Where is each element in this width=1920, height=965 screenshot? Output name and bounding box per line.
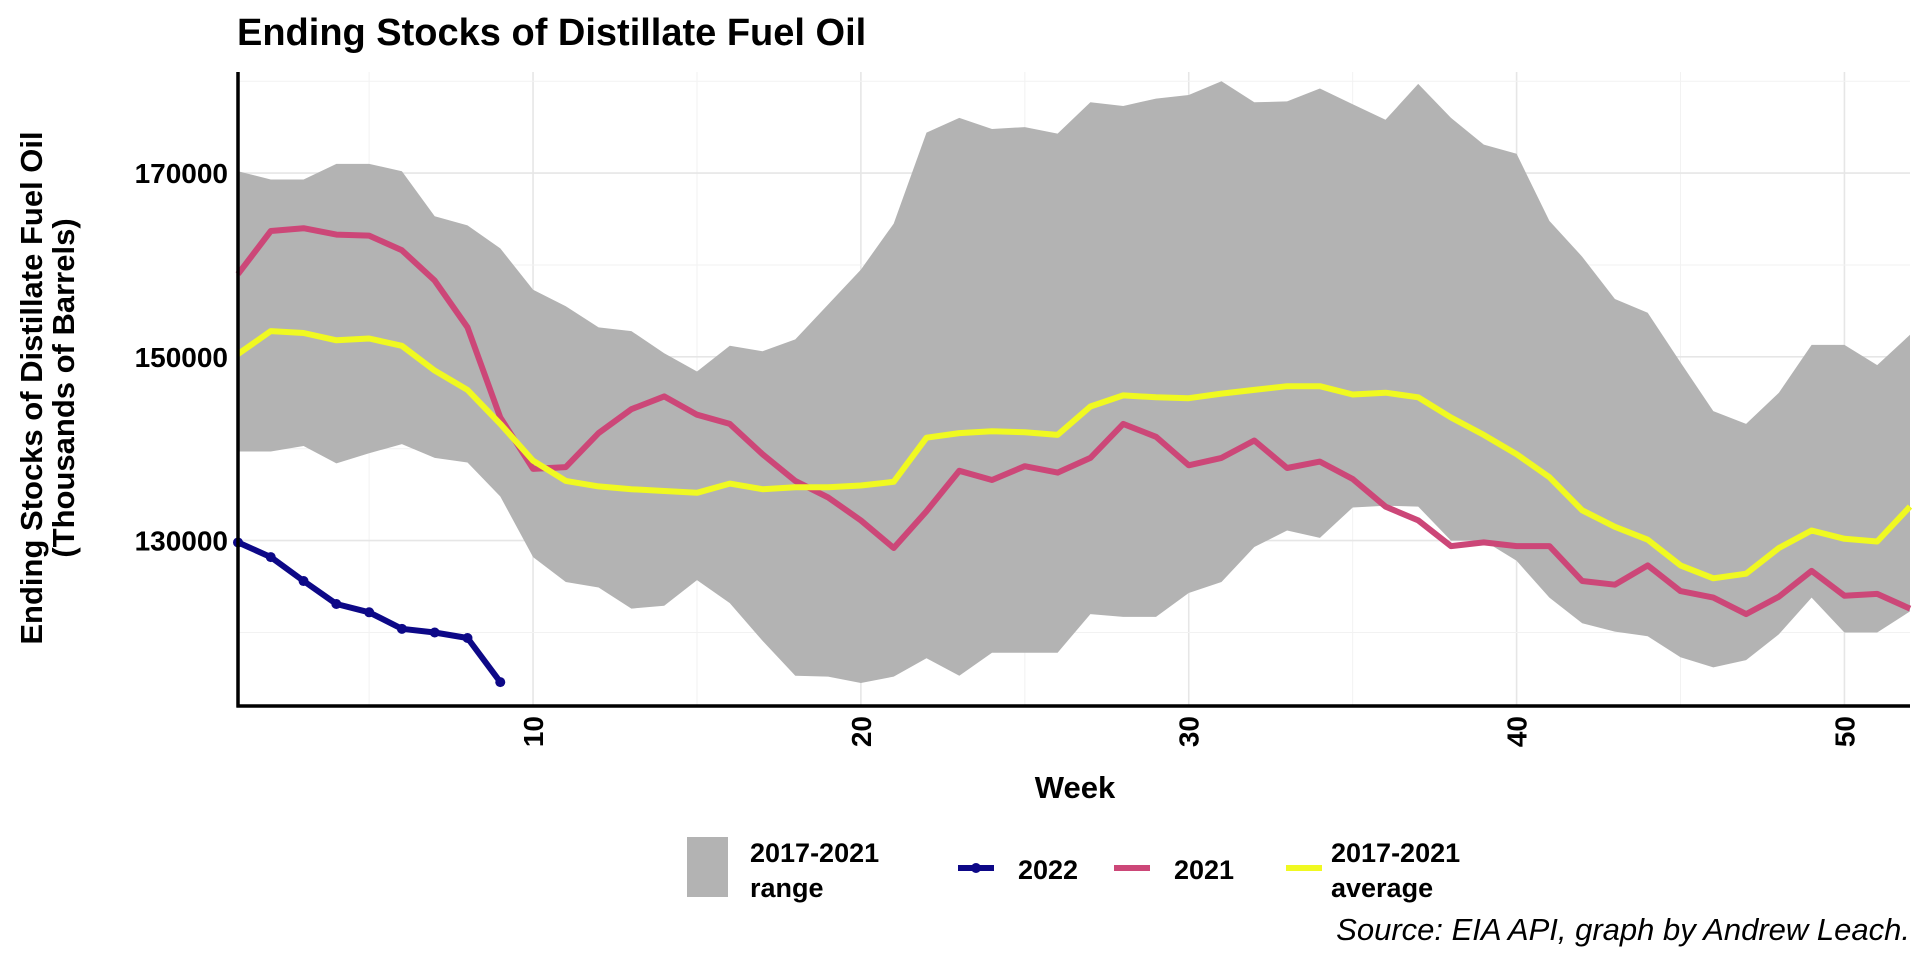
legend: 2017-2021 range 2022 2021 2017-2021 aver… (687, 837, 1460, 903)
legend-key-2022-marker (971, 863, 981, 873)
series-line-2017-2021-average (236, 328, 1913, 582)
legend-label-range-line2: range (750, 873, 824, 903)
y-tick-label: 170000 (135, 158, 228, 189)
legend-label-2022: 2022 (1018, 855, 1078, 885)
data-point-2022 (364, 607, 375, 618)
range-area (238, 81, 1910, 683)
y-tick-label: 150000 (135, 342, 228, 373)
chart-title: Ending Stocks of Distillate Fuel Oil (237, 12, 866, 54)
series-lines (233, 225, 1913, 688)
axes (236, 72, 1910, 708)
x-tick-label: 40 (1502, 716, 1533, 747)
x-tick-label: 50 (1829, 716, 1860, 747)
data-point-2022 (265, 552, 276, 563)
data-point-2022 (331, 599, 342, 610)
data-point-2022 (429, 627, 440, 638)
y-axis-title-line1: Ending Stocks of Distillate Fuel Oil (14, 131, 49, 644)
x-axis-title: Week (1035, 770, 1116, 805)
x-tick-label: 10 (518, 716, 549, 747)
data-point-2022 (298, 576, 309, 587)
legend-label-average-line1: 2017-2021 (1331, 838, 1460, 868)
data-point-2022 (495, 677, 506, 688)
source-caption: Source: EIA API, graph by Andrew Leach. (1336, 912, 1910, 947)
y-tick-label: 130000 (135, 526, 228, 557)
x-tick-label: 20 (846, 716, 877, 747)
x-tick-label: 30 (1174, 716, 1205, 747)
legend-label-average-line2: average (1331, 873, 1433, 903)
tick-labels: 130000 150000 170000 10 20 30 40 50 (135, 158, 1861, 747)
legend-label-2021: 2021 (1174, 855, 1234, 885)
legend-label-range-line1: 2017-2021 (750, 838, 879, 868)
range-band (238, 81, 1910, 683)
y-axis-title-line2: (Thousands of Barrels) (46, 218, 81, 557)
legend-key-range (687, 837, 728, 897)
data-point-2022 (396, 623, 407, 634)
data-point-2022 (462, 633, 473, 644)
